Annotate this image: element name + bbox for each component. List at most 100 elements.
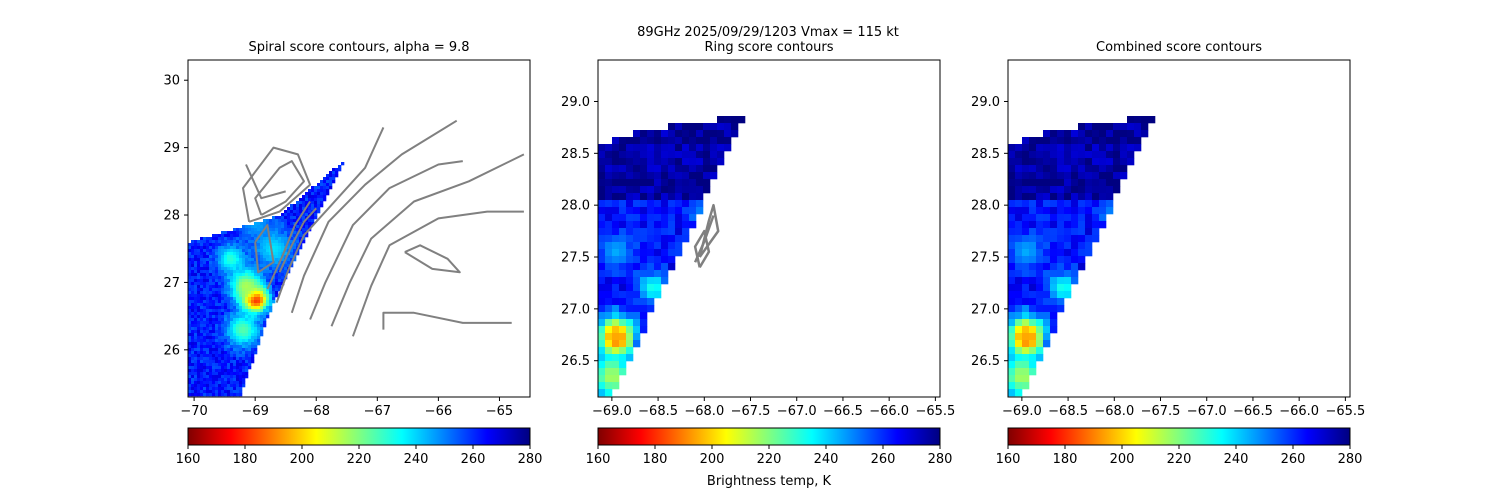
heatmap-cell (1015, 172, 1023, 180)
heatmap-cell (254, 306, 258, 310)
heatmap-cell (1029, 151, 1037, 159)
heatmap-cell (266, 300, 270, 304)
heatmap-cell (224, 312, 228, 316)
heatmap-cell (1050, 186, 1058, 194)
heatmap-cell (230, 378, 234, 382)
heatmap-cell (598, 228, 606, 236)
heatmap-cell (1022, 144, 1030, 152)
heatmap-cell (242, 264, 246, 268)
heatmap-cell (248, 306, 252, 310)
heatmap-cell (254, 336, 258, 340)
heatmap-cell (1099, 137, 1107, 145)
heatmap-cell (314, 210, 318, 214)
heatmap-cell (293, 207, 297, 211)
heatmap-cell (1071, 151, 1079, 159)
heatmap-cell (323, 180, 327, 184)
x-tick-label: −65.5 (915, 404, 955, 419)
heatmap-cell (633, 249, 641, 257)
heatmap-cell (598, 389, 606, 397)
heatmap-cell (1029, 186, 1037, 194)
heatmap-cell (221, 318, 225, 322)
heatmap-cell (661, 172, 669, 180)
heatmap-cell (598, 354, 606, 362)
heatmap-cell (1050, 270, 1058, 278)
panel-title: Spiral score contours, alpha = 9.8 (248, 40, 469, 55)
heatmap-cell (689, 193, 697, 201)
heatmap-cell (1029, 333, 1037, 341)
heatmap-cell (260, 294, 264, 298)
heatmap-cell (1071, 158, 1079, 166)
heatmap-cell (215, 270, 219, 274)
heatmap-cell (275, 222, 279, 226)
heatmap-cell (230, 384, 234, 388)
heatmap-cell (200, 342, 204, 346)
heatmap-cell (251, 282, 255, 286)
heatmap-cell (215, 351, 219, 355)
heatmap-cell (230, 342, 234, 346)
heatmap-cell (1008, 340, 1016, 348)
heatmap-cell (323, 189, 327, 193)
heatmap-cell (215, 330, 219, 334)
heatmap-cell (215, 348, 219, 352)
heatmap-cell (281, 240, 285, 244)
heatmap-cell (299, 231, 303, 235)
heatmap-cell (197, 378, 201, 382)
heatmap-cell (272, 249, 276, 253)
heatmap-cell (257, 258, 261, 262)
heatmap-cell (242, 381, 246, 385)
heatmap-cell (619, 312, 627, 320)
heatmap-cell (188, 318, 192, 322)
heatmap-cell (260, 303, 264, 307)
heatmap-cell (654, 221, 662, 229)
heatmap-cell (1022, 319, 1030, 327)
heatmap-cell (263, 300, 267, 304)
heatmap-cell (248, 330, 252, 334)
heatmap-cell (203, 300, 207, 304)
heatmap-cell (266, 252, 270, 256)
heatmap-cell (254, 237, 258, 241)
heatmap-cell (227, 306, 231, 310)
heatmap-cell (209, 270, 213, 274)
contour-line (254, 224, 275, 274)
heatmap-cell (335, 168, 339, 172)
heatmap-cell (626, 284, 634, 292)
heatmap-cell (236, 315, 240, 319)
heatmap-cell (248, 234, 252, 238)
heatmap-cell (212, 342, 216, 346)
heatmap-cell (1141, 116, 1149, 124)
heatmap-cell (605, 144, 613, 152)
heatmap-cell (215, 378, 219, 382)
heatmap-cell (212, 333, 216, 337)
heatmap-cell (191, 240, 195, 244)
heatmap-cell (1022, 340, 1030, 348)
heatmap-cell (242, 249, 246, 253)
heatmap-cell (1008, 207, 1016, 215)
heatmap-cell (236, 312, 240, 316)
heatmap-cell (275, 273, 279, 277)
heatmap-cell (227, 372, 231, 376)
heatmap-cell (605, 284, 613, 292)
heatmap-cell (236, 246, 240, 250)
heatmap-cell (197, 354, 201, 358)
heatmap-cell (227, 261, 231, 265)
heatmap-cell (239, 381, 243, 385)
heatmap-cell (1099, 221, 1107, 229)
heatmap-cell (1057, 298, 1065, 306)
heatmap-cell (703, 151, 711, 159)
heatmap-cell (188, 327, 192, 331)
heatmap-cell (224, 306, 228, 310)
heatmap-cell (640, 256, 648, 264)
heatmap-cell (218, 276, 222, 280)
heatmap-cell (254, 297, 258, 301)
heatmap-cell (605, 263, 613, 271)
heatmap-cell (209, 390, 213, 394)
heatmap-cell (1071, 207, 1079, 215)
heatmap-cell (218, 300, 222, 304)
heatmap-cell (227, 234, 231, 238)
heatmap-cell (605, 291, 613, 299)
heatmap-cell (203, 330, 207, 334)
heatmap-cell (278, 279, 282, 283)
heatmap-cell (248, 231, 252, 235)
heatmap-cell (311, 189, 315, 193)
heatmap-cell (717, 137, 725, 145)
